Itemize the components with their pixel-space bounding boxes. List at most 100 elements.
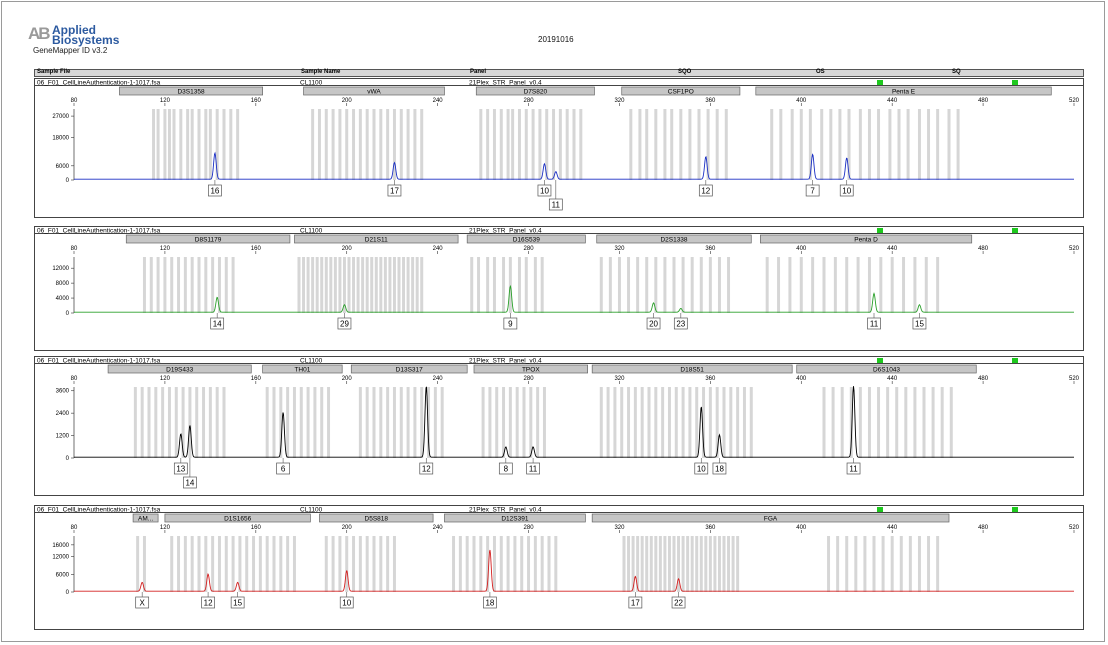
- allele-bin: [181, 387, 185, 458]
- allele-bin: [840, 387, 844, 458]
- allele-bin: [499, 536, 503, 592]
- allele-bin: [452, 536, 456, 592]
- allele-bin: [820, 109, 824, 180]
- allele-call-box: [483, 596, 497, 609]
- marker-label: D6S1043: [873, 367, 900, 374]
- allele-bin: [215, 109, 219, 180]
- allele-call-box: [173, 462, 188, 475]
- allele-bin: [649, 536, 653, 592]
- allele-call-box: [337, 317, 352, 330]
- x-tick-label: 200: [342, 246, 353, 252]
- allele-bin: [540, 536, 544, 592]
- x-tick-label: 520: [1069, 376, 1080, 382]
- y-tick-label: 3600: [56, 389, 70, 395]
- x-tick-label: 120: [160, 246, 171, 252]
- allele-bin: [338, 257, 342, 313]
- allele-bin: [833, 257, 837, 313]
- allele-bin: [681, 387, 685, 458]
- allele-bin: [324, 109, 328, 180]
- electropherogram-red-plot: 06_F01_CellLineAuthentication-1-1017.fsa…: [34, 505, 1084, 630]
- allele-bin: [947, 109, 951, 180]
- allele-bin: [533, 536, 537, 592]
- allele-bin: [554, 536, 558, 592]
- x-tick-label: 440: [887, 98, 898, 104]
- allele-bin: [352, 257, 356, 313]
- allele-bin: [358, 387, 362, 458]
- allele-bin: [645, 536, 649, 592]
- allele-bin: [617, 257, 621, 313]
- x-tick-label: 280: [524, 98, 535, 104]
- allele-bin: [347, 257, 351, 313]
- allele-bin: [922, 387, 926, 458]
- allele-bin: [545, 109, 549, 180]
- x-tick-label: 80: [71, 376, 78, 382]
- marker-range: [125, 234, 291, 244]
- allele-call-label: 15: [915, 320, 924, 329]
- electropherogram-red: 06_F01_CellLineAuthentication-1-1017.fsa…: [34, 505, 1084, 630]
- allele-bin: [533, 257, 537, 313]
- allele-bin: [279, 387, 283, 458]
- allele-bin: [690, 257, 694, 313]
- y-tick-label: 2400: [56, 411, 70, 417]
- allele-bin: [849, 387, 853, 458]
- allele-bin: [579, 109, 583, 180]
- x-tick-label: 240: [433, 98, 444, 104]
- x-tick-label: 200: [342, 376, 353, 382]
- marker-range: [319, 513, 434, 523]
- marker-range: [164, 513, 311, 523]
- allele-bin: [904, 387, 908, 458]
- allele-bin: [956, 109, 960, 180]
- allele-bin: [881, 536, 885, 592]
- x-tick-label: 120: [160, 376, 171, 382]
- allele-bin: [345, 536, 349, 592]
- allele-call-label: 11: [849, 465, 858, 474]
- allele-bin: [540, 257, 544, 313]
- allele-bin: [608, 257, 612, 313]
- allele-call-box: [276, 462, 290, 475]
- allele-bin: [845, 257, 849, 313]
- allele-bin: [386, 387, 390, 458]
- allele-bin: [386, 536, 390, 592]
- allele-bin: [636, 536, 640, 592]
- allele-bin: [742, 387, 746, 458]
- marker-range: [621, 86, 741, 96]
- sample-file-name: 06_F01_CellLineAuthentication-1-1017.fsa: [37, 507, 161, 514]
- allele-bin: [506, 536, 510, 592]
- x-tick-label: 160: [251, 98, 262, 104]
- x-tick-label: 320: [614, 246, 625, 252]
- allele-bin: [722, 387, 726, 458]
- allele-bin: [913, 257, 917, 313]
- allele-bin: [629, 109, 633, 180]
- allele-bin: [538, 109, 542, 180]
- allele-bin: [329, 257, 333, 313]
- allele-call-label: 6: [281, 465, 286, 474]
- electropherogram-blue-plot: 06_F01_CellLineAuthentication-1-1017.fsa…: [34, 78, 1084, 218]
- allele-call-label: 11: [870, 320, 879, 329]
- allele-bin: [477, 257, 481, 313]
- sample-name: CL1100: [300, 80, 323, 87]
- sample-name: CL1100: [300, 507, 323, 514]
- marker-label: FGA: [764, 516, 778, 523]
- marker-range: [119, 86, 263, 96]
- allele-bin: [704, 536, 708, 592]
- allele-bin: [908, 536, 912, 592]
- col-os: OS: [816, 69, 825, 75]
- allele-bin: [202, 387, 206, 458]
- allele-bin: [372, 387, 376, 458]
- allele-bin: [486, 109, 490, 180]
- allele-bin: [708, 257, 712, 313]
- allele-bin: [715, 109, 719, 180]
- allele-bin: [142, 257, 146, 313]
- allele-bin: [392, 109, 396, 180]
- allele-bin: [365, 109, 369, 180]
- allele-call-label: 23: [676, 320, 685, 329]
- allele-bin: [688, 387, 692, 458]
- panel-title-bar: [34, 356, 1084, 364]
- allele-bin: [547, 536, 551, 592]
- allele-bin: [670, 109, 674, 180]
- allele-bin: [179, 109, 183, 180]
- allele-bin: [161, 387, 165, 458]
- allele-bin: [499, 109, 503, 180]
- allele-bin: [770, 109, 774, 180]
- electropherogram-blue: 06_F01_CellLineAuthentication-1-1017.fsa…: [34, 78, 1084, 218]
